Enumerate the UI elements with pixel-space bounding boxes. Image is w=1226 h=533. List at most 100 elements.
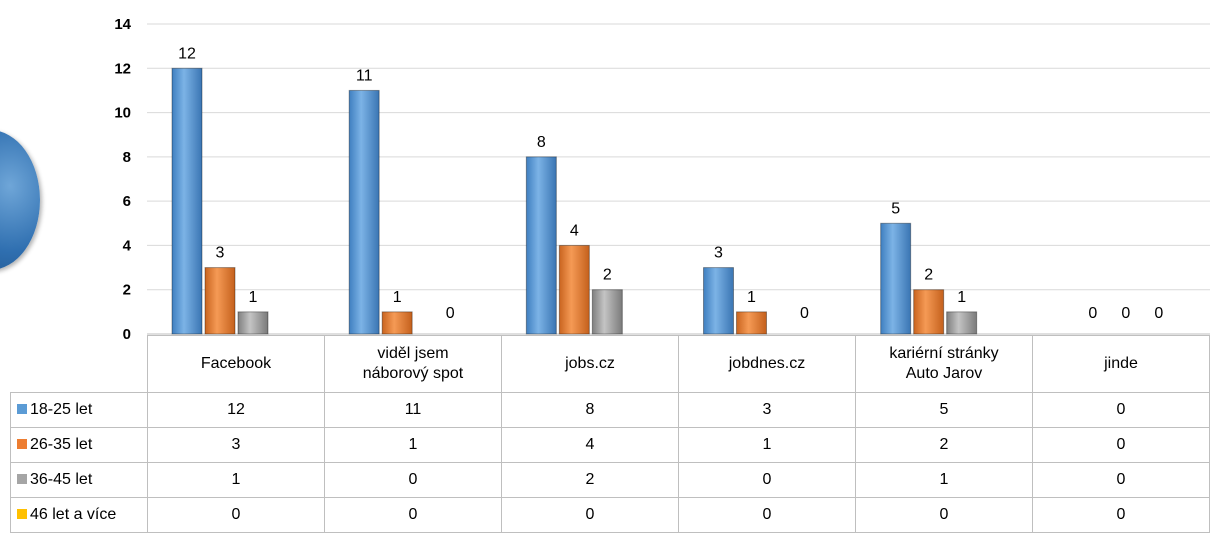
table-corner — [10, 335, 148, 393]
table-cell: 0 — [1032, 497, 1210, 533]
y-tick-label: 10 — [114, 105, 131, 122]
bar — [703, 267, 734, 335]
table-cell: 1 — [324, 427, 502, 463]
table-cell: 0 — [324, 497, 502, 533]
data-label: 1 — [747, 289, 756, 306]
bar — [558, 244, 590, 335]
table-row: 36-45 let 1 0 2 0 1 0 — [10, 462, 1210, 498]
bar — [591, 289, 623, 335]
bar — [171, 67, 203, 335]
table-row: 26-35 let 3 1 4 1 2 0 — [10, 427, 1210, 463]
y-tick-label: 6 — [123, 193, 131, 210]
y-tick-label: 0 — [123, 326, 131, 340]
x-tick-label: Facebook — [147, 335, 325, 393]
data-label: 1 — [249, 289, 258, 306]
data-label: 0 — [1121, 305, 1130, 322]
legend-key-swatch — [17, 404, 27, 414]
table-cell: 4 — [501, 427, 679, 463]
data-label: 3 — [714, 245, 723, 262]
bar — [381, 311, 413, 335]
table-cell: 0 — [1032, 427, 1210, 463]
table-cell: 12 — [147, 392, 325, 428]
table-cell: 0 — [678, 497, 856, 533]
bar — [348, 89, 380, 335]
category-label-line: Auto Jarov — [905, 365, 983, 382]
table-cell: 11 — [324, 392, 502, 428]
table-cell: 0 — [1032, 462, 1210, 498]
bar — [204, 267, 236, 335]
series-name: 36-45 let — [30, 471, 93, 488]
category-label-line: viděl jsem — [377, 345, 449, 362]
table-cell: 0 — [678, 462, 856, 498]
y-axis: 0 2 4 6 8 10 12 14 — [114, 16, 131, 340]
legend-entry: 18-25 let — [10, 392, 148, 428]
legend-key-swatch — [17, 509, 27, 519]
data-label: 0 — [1088, 305, 1097, 322]
table-cell: 1 — [147, 462, 325, 498]
bars — [171, 67, 978, 335]
data-label: 0 — [446, 305, 455, 322]
y-tick-label: 8 — [123, 149, 131, 166]
legend-entry: 36-45 let — [10, 462, 148, 498]
data-label: 2 — [603, 267, 612, 284]
category-label-line: kariérní stránky — [889, 345, 999, 362]
legend-entry: 26-35 let — [10, 427, 148, 463]
data-label: 5 — [891, 200, 900, 217]
table-cell: 2 — [855, 427, 1033, 463]
data-label: 3 — [216, 245, 225, 262]
table-row: 18-25 let 12 11 8 3 5 0 — [10, 392, 1210, 428]
table-cell: 2 — [501, 462, 679, 498]
bar — [736, 311, 767, 335]
table-cell: 0 — [1032, 392, 1210, 428]
bar — [880, 222, 912, 335]
gridlines — [147, 23, 1210, 335]
bar — [946, 311, 978, 335]
table-cell: 3 — [147, 427, 325, 463]
table-cell: 0 — [855, 497, 1033, 533]
legend-key-swatch — [17, 474, 27, 484]
table-row: 46 let a více 0 0 0 0 0 0 — [10, 497, 1210, 533]
x-tick-label: kariérní stránky Auto Jarov — [855, 335, 1033, 393]
table-cell: 0 — [147, 497, 325, 533]
data-label: 2 — [924, 267, 933, 284]
data-label: 12 — [178, 45, 196, 62]
series-name: 18-25 let — [30, 401, 93, 418]
category-row: Facebook viděl jsem náborový spot jobs.cz jo… — [10, 335, 1210, 393]
series-name: 26-35 let — [30, 436, 93, 453]
table-cell: 5 — [855, 392, 1033, 428]
category-label-line: náborový spot — [362, 365, 464, 382]
data-label: 11 — [356, 67, 373, 84]
table-cell: 1 — [855, 462, 1033, 498]
data-label: 4 — [570, 222, 579, 239]
category-label-line: jobs.cz — [565, 355, 615, 372]
data-label: 1 — [957, 289, 966, 306]
series-name: 46 let a více — [30, 506, 117, 523]
data-table: Facebook viděl jsem náborový spot jobs.cz jo… — [10, 335, 1210, 533]
y-tick-label: 4 — [123, 237, 132, 254]
y-tick-label: 12 — [114, 60, 131, 77]
x-tick-label: jobs.cz — [501, 335, 679, 393]
data-label: 0 — [1154, 305, 1163, 322]
y-tick-label: 14 — [114, 16, 131, 33]
table-cell: 3 — [678, 392, 856, 428]
data-label: 8 — [537, 134, 546, 151]
bar — [913, 289, 945, 335]
category-label-line: jinde — [1104, 355, 1138, 372]
y-tick-label: 2 — [123, 282, 131, 299]
data-label: 0 — [800, 305, 809, 322]
x-tick-label: jinde — [1032, 335, 1210, 393]
data-label: 1 — [393, 289, 402, 306]
legend-key-swatch — [17, 439, 27, 449]
table-cell: 1 — [678, 427, 856, 463]
x-tick-label: jobdnes.cz — [678, 335, 856, 393]
bar — [237, 311, 269, 335]
table-cell: 8 — [501, 392, 679, 428]
category-label-line: jobdnes.cz — [728, 355, 806, 372]
bar — [525, 156, 557, 335]
table-cell: 0 — [324, 462, 502, 498]
x-tick-label: viděl jsem náborový spot — [324, 335, 502, 393]
category-label-line: Facebook — [200, 355, 272, 372]
legend-entry: 46 let a více — [10, 497, 148, 533]
